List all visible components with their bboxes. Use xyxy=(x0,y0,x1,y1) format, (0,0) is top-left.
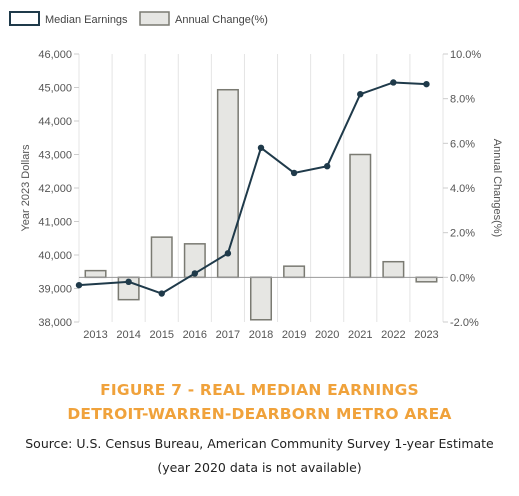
y-right-tick-label: 0.0% xyxy=(450,272,475,284)
y-right-tick-label: -2.0% xyxy=(450,317,479,329)
point-median-earnings xyxy=(257,144,265,151)
y-left-tick-label: 43,000 xyxy=(38,150,72,162)
legend-swatch-annual-change xyxy=(139,11,170,26)
source-line1: Source: U.S. Census Bureau, American Com… xyxy=(25,436,494,451)
x-tick-label: 2018 xyxy=(249,329,273,341)
y-right-tick-label: 4.0% xyxy=(450,183,475,195)
point-median-earnings xyxy=(224,250,232,257)
bar-annual-change xyxy=(349,153,372,279)
source-line2: (year 2020 data is not available) xyxy=(157,460,362,475)
y-left-tick-label: 41,000 xyxy=(38,217,72,229)
bar-annual-change xyxy=(283,265,306,279)
y-right-tick-label: 10.0% xyxy=(450,49,481,61)
y-right-tick-label: 8.0% xyxy=(450,94,475,106)
bar-annual-change xyxy=(415,276,438,283)
bar-annual-change xyxy=(382,260,405,279)
y-left-tick-label: 45,000 xyxy=(38,83,72,95)
x-tick-label: 2015 xyxy=(149,329,173,341)
y-right-tick-label: 2.0% xyxy=(450,228,475,240)
y-left-tick-label: 42,000 xyxy=(38,183,72,195)
x-tick-label: 2019 xyxy=(282,329,306,341)
y-left-tick-label: 46,000 xyxy=(38,49,72,61)
x-tick-label: 2017 xyxy=(216,329,240,341)
legend-swatch-median-earnings xyxy=(9,11,40,26)
y-left-tick-label: 38,000 xyxy=(38,317,72,329)
y-right-tick-label: 6.0% xyxy=(450,138,475,150)
legend-label-annual-change: Annual Change(%) xyxy=(175,14,268,26)
figure-title-line2: DETROIT-WARREN-DEARBORN METRO AREA xyxy=(67,405,452,423)
chart: 38,000 39,000 40,000 41,000 42,000 43,000 44,0… xyxy=(9,11,503,341)
point-median-earnings xyxy=(323,163,331,170)
point-median-earnings xyxy=(357,91,364,98)
x-tick-label: 2021 xyxy=(348,329,372,341)
figure-title-line1: FIGURE 7 - REAL MEDIAN EARNINGS xyxy=(100,381,419,399)
x-tick-label: 2022 xyxy=(381,329,405,341)
y-left-tick-label: 40,000 xyxy=(38,250,72,262)
y-left-axis-title: Year 2023 Dollars xyxy=(20,144,32,232)
x-tick-label: 2023 xyxy=(414,329,438,341)
x-tick-label: 2020 xyxy=(315,329,339,341)
x-tick-label: 2016 xyxy=(183,329,207,341)
bar-annual-change xyxy=(84,269,107,279)
y-right-axis-title: Annual Changes(%) xyxy=(491,139,503,237)
legend-label-median-earnings: Median Earnings xyxy=(45,14,128,26)
point-median-earnings xyxy=(158,290,165,297)
point-median-earnings xyxy=(390,79,397,86)
point-median-earnings xyxy=(75,281,83,289)
point-median-earnings xyxy=(423,80,430,88)
bar-annual-change xyxy=(249,276,273,321)
point-median-earnings xyxy=(290,169,298,177)
bar-annual-change xyxy=(150,236,173,279)
line-median-earnings xyxy=(78,81,427,295)
y-left-tick-label: 44,000 xyxy=(38,116,72,128)
bar-annual-change xyxy=(216,88,239,279)
y-left-tick-label: 39,000 xyxy=(38,284,72,296)
x-tick-label: 2014 xyxy=(116,329,140,341)
point-median-earnings xyxy=(125,278,132,285)
x-tick-label: 2013 xyxy=(83,329,107,341)
point-median-earnings xyxy=(191,270,199,277)
